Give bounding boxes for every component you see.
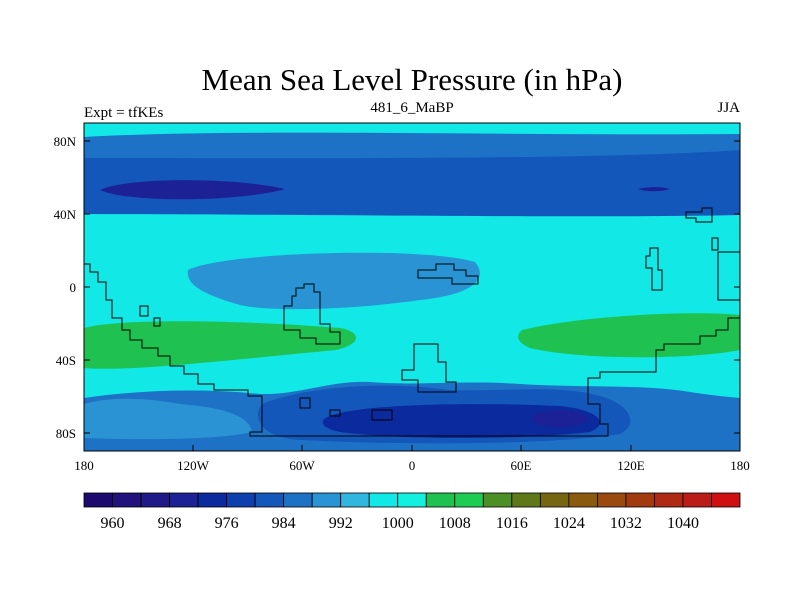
colorbar-swatch: [254, 492, 285, 508]
colorbar-label: 1000: [382, 515, 414, 532]
lon-tick-60w: 60W: [289, 458, 315, 473]
colorbar-swatch: [654, 492, 684, 508]
lon-tick-120e: 120E: [617, 458, 645, 473]
colorbar-swatch: [397, 492, 427, 508]
colorbar-swatch: [625, 492, 655, 508]
lon-axis: [83, 445, 741, 451]
colorbar-swatch: [711, 492, 741, 508]
colorbar-label: 1016: [496, 515, 528, 532]
colorbar-swatch: [169, 492, 199, 508]
lat-tick-0: 0: [70, 280, 77, 295]
equatorial-trough: [187, 252, 480, 310]
lat-tick-80s: 80S: [56, 426, 76, 441]
colorbar-swatch: [368, 492, 399, 508]
colorbar-swatch: [682, 492, 712, 508]
colorbar-label: 968: [158, 515, 182, 532]
map-title: Mean Sea Level Pressure (in hPa): [202, 62, 623, 97]
season-label: JJA: [717, 100, 740, 116]
colorbar-swatch: [112, 492, 142, 508]
coastline-southern-island: [401, 343, 457, 393]
colorbar-label: 1008: [439, 515, 471, 532]
north-small-low: [638, 187, 670, 192]
colorbar-label: 1032: [610, 515, 642, 532]
north-pacific-low-core: [100, 180, 285, 200]
coastline-small-islands: [139, 305, 393, 421]
colorbar-swatch: [197, 492, 228, 508]
colorbar-swatch: [596, 492, 627, 508]
colorbar-swatch: [226, 492, 256, 508]
lat-tick-40n: 40N: [54, 207, 77, 222]
coastline-west-continent: [84, 263, 740, 437]
colorbar-label: 976: [215, 515, 239, 532]
colorbar-label: 984: [272, 515, 296, 532]
colorbar-swatch: [539, 492, 570, 508]
colorbar-labels: 960 968 976 984 992 1000 1008 1016 1024 1032 1040: [101, 515, 699, 532]
colorbar-swatch: [283, 492, 313, 508]
coastline-east-islands: [645, 207, 740, 301]
colorbar-swatch: [140, 492, 170, 508]
colorbar-label: 960: [101, 515, 125, 532]
lon-tick-60e: 60E: [511, 458, 532, 473]
southern-low-core: [531, 410, 588, 428]
lat-axis: [84, 140, 740, 434]
coastline-equatorial-island: [417, 263, 479, 285]
experiment-label: Expt = tfKEs: [84, 105, 163, 121]
colorbar-label: 992: [329, 515, 353, 532]
lat-tick-40s: 40S: [56, 353, 76, 368]
colorbar-swatch: [454, 492, 484, 508]
colorbar-label: 1040: [667, 515, 699, 532]
lon-tick-180w: 180: [74, 458, 94, 473]
colorbar-swatch: [311, 492, 342, 508]
colorbar-swatch: [340, 492, 370, 508]
colorbar-swatch: [482, 492, 513, 508]
coastlines: [84, 207, 740, 437]
colorbar-swatch: [511, 492, 541, 508]
lon-tick-0: 0: [409, 458, 416, 473]
north-secondary-band: [84, 132, 740, 159]
colorbar-label: 1024: [553, 515, 585, 532]
south-coastal-band: [84, 398, 252, 440]
lat-tick-80n: 80N: [54, 134, 77, 149]
case-label: 481_6_MaBP: [370, 100, 453, 116]
colorbar-swatch: [568, 492, 598, 508]
map-plot-area: [84, 123, 740, 451]
south-pacific-high: [84, 321, 357, 369]
lon-tick-120w: 120W: [177, 458, 210, 473]
lon-tick-180e: 180: [730, 458, 750, 473]
indian-ocean-high: [518, 313, 740, 358]
colorbar: [83, 492, 741, 508]
colorbar-swatch: [83, 492, 113, 508]
colorbar-swatch: [425, 492, 456, 508]
coastline-central-land: [283, 283, 341, 345]
north-low-band: [84, 148, 740, 217]
